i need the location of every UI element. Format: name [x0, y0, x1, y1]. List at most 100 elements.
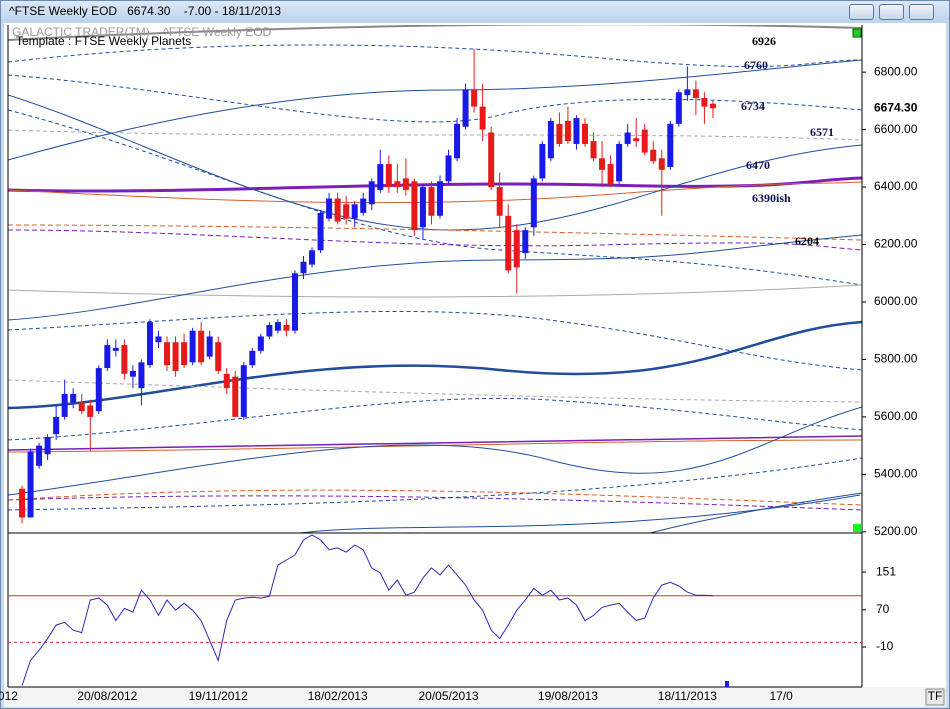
candle-body — [522, 230, 529, 254]
last-price-label: 6674.30 — [874, 100, 918, 114]
y-tick-label: 6200.00 — [874, 237, 918, 251]
x-tick-label: 17/0 — [770, 689, 794, 703]
y-tick-label: 70 — [876, 602, 890, 616]
planet-line — [8, 109, 862, 286]
candle-body — [78, 402, 85, 412]
candle-body — [112, 347, 119, 351]
candle-body — [53, 416, 60, 435]
planet-line — [8, 379, 862, 403]
y-tick-label: 6000.00 — [874, 294, 918, 308]
candle-body — [36, 445, 43, 466]
maximize-button[interactable] — [879, 4, 904, 20]
planet-line — [8, 224, 862, 241]
candle-body — [633, 138, 640, 142]
candle-body — [249, 350, 256, 366]
y-tick-label: -10 — [876, 639, 894, 653]
candle-body — [360, 198, 367, 213]
candle-body — [445, 155, 452, 182]
candle-body — [394, 181, 401, 188]
x-tick-label: 21/05/2012 — [0, 689, 18, 703]
candle-body — [462, 89, 469, 127]
candle-body — [146, 322, 153, 366]
candle-body — [61, 393, 68, 417]
candle-body — [385, 164, 392, 188]
candle-body — [658, 158, 665, 170]
x-tick-label: 18/02/2013 — [308, 689, 368, 703]
candle-body — [513, 230, 520, 268]
candle-body — [95, 368, 102, 412]
candle-body — [351, 204, 358, 219]
candle-body — [479, 106, 486, 130]
candle-body — [454, 123, 461, 159]
candle-body — [505, 215, 512, 271]
indicator-line — [21, 534, 713, 686]
y-tick-label: 5200.00 — [874, 524, 918, 538]
candle-body — [232, 376, 239, 417]
candle-body — [189, 330, 196, 363]
candle-body — [274, 322, 281, 331]
candle-body — [164, 342, 171, 366]
tf-button-label[interactable]: TF — [928, 689, 943, 703]
candle-body — [317, 212, 324, 251]
candle-body — [692, 89, 699, 98]
candle-body — [206, 336, 213, 357]
candle-body — [402, 178, 409, 190]
candle-body — [215, 342, 222, 371]
annotation: 6734 — [741, 99, 765, 113]
candle-body — [436, 181, 443, 216]
annotation: 6571 — [810, 125, 834, 139]
planet-line — [649, 492, 862, 534]
price-axis-area — [862, 23, 946, 687]
candle-body — [19, 488, 26, 518]
candle-body — [377, 164, 384, 190]
y-tick-label: 5600.00 — [874, 409, 918, 423]
planet-line — [8, 397, 862, 441]
candle-body — [530, 178, 537, 228]
candle-body — [155, 336, 162, 343]
date-axis-area — [4, 687, 946, 707]
candle-body — [70, 393, 77, 403]
candle-body — [471, 89, 478, 107]
candle-body — [172, 342, 179, 371]
candle-body — [488, 132, 495, 188]
candle-body — [326, 198, 333, 219]
planet-line — [8, 59, 862, 161]
template-label: Template : FTSE Weekly Planets — [16, 34, 191, 48]
candle-body — [334, 198, 341, 222]
planet-line — [8, 129, 862, 141]
annotation: 6926 — [752, 34, 776, 48]
close-button[interactable] — [909, 4, 934, 20]
candle-body — [198, 330, 205, 363]
handle[interactable] — [852, 28, 862, 38]
annotation: 6204 — [795, 234, 819, 248]
candle-body — [582, 123, 588, 144]
planet-line — [8, 489, 862, 506]
planetary-lines — [8, 25, 862, 534]
candle-body — [138, 362, 145, 389]
planet-line — [8, 457, 862, 511]
candle-body — [607, 164, 614, 185]
title-bar: ^FTSE Weekly EOD 6674.30 -7.00 - 18/11/2… — [1, 1, 949, 23]
minimize-button[interactable] — [849, 4, 874, 20]
candle-body — [599, 158, 606, 170]
candle-body — [675, 92, 682, 124]
candle-body — [573, 118, 580, 144]
candle-body — [240, 365, 247, 417]
candle-body — [641, 129, 648, 153]
planet-line — [8, 310, 862, 371]
tf-button[interactable] — [925, 688, 945, 706]
candle-body — [44, 437, 51, 455]
candle-body — [283, 324, 290, 331]
x-tick-label: 19/08/2013 — [538, 689, 598, 703]
y-tick-label: 6400.00 — [874, 179, 918, 193]
candle-body — [624, 132, 631, 144]
handle[interactable] — [853, 524, 861, 532]
y-tick-label: 6600.00 — [874, 122, 918, 136]
annotation: 6760 — [744, 58, 768, 72]
planet-line — [8, 234, 862, 321]
x-tick-label: 20/08/2012 — [77, 689, 137, 703]
window-title: ^FTSE Weekly EOD 6674.30 -7.00 - 18/11/2… — [9, 4, 281, 18]
watermark: GALACTIC TRADER(TM) ^FTSE Weekly EOD — [12, 25, 272, 39]
candle-body — [616, 143, 623, 182]
